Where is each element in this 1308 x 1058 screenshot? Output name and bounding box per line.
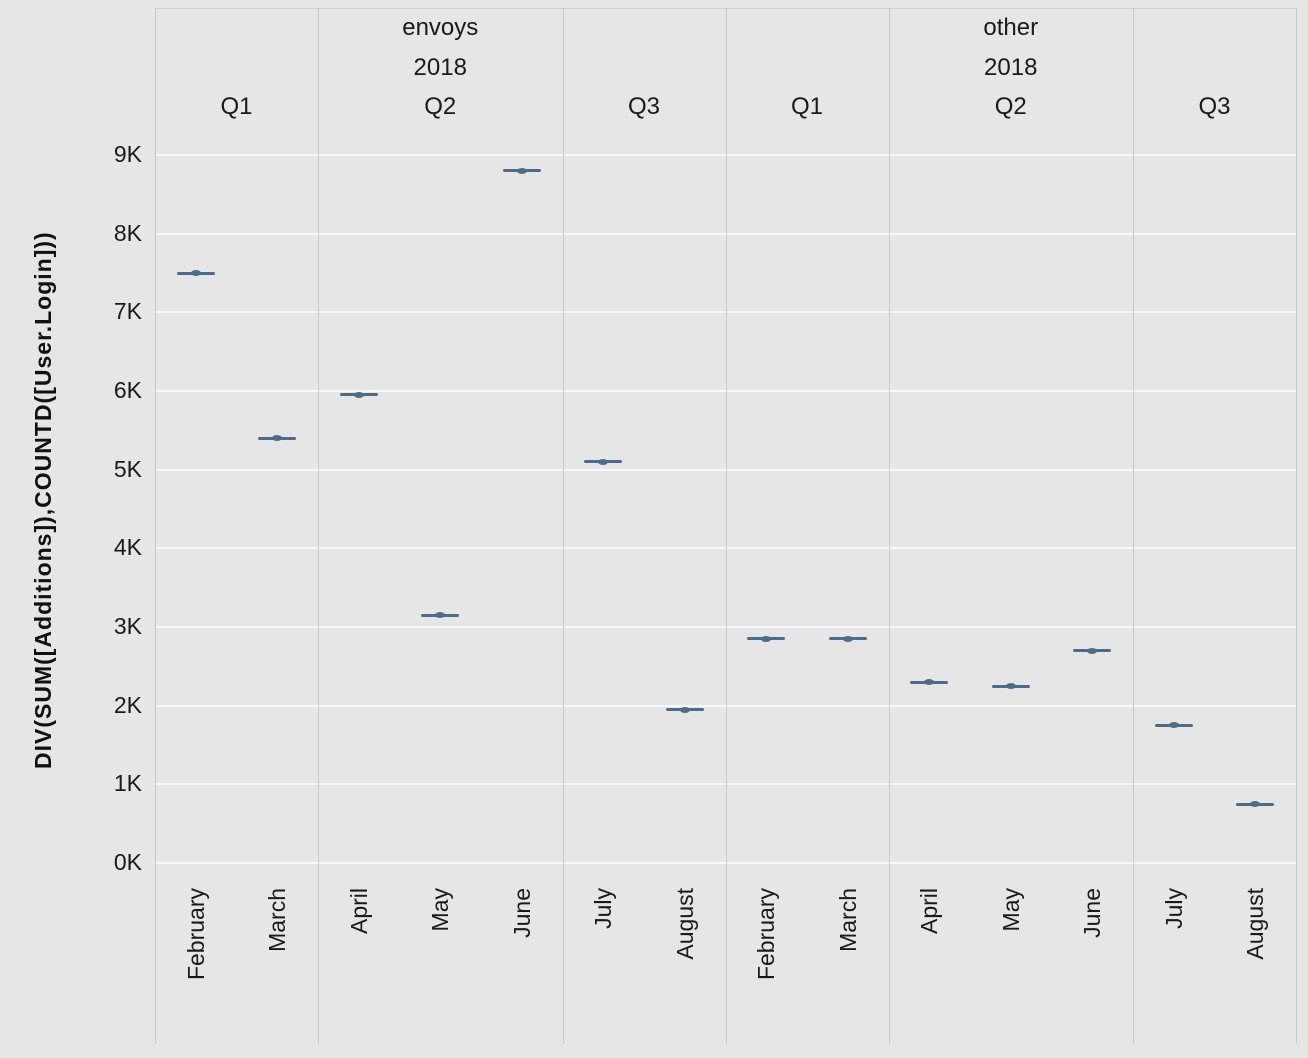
- y-tick-label: 4K: [113, 534, 142, 561]
- gantt-mark[interactable]: [1236, 802, 1275, 806]
- quarter-label[interactable]: Q3: [1198, 93, 1231, 120]
- y-tick-label: 2K: [113, 691, 142, 718]
- gantt-mark[interactable]: [502, 169, 541, 173]
- month-axis-label[interactable]: August: [671, 888, 698, 960]
- quarter-separator: [562, 8, 564, 1044]
- quarter-separator: [888, 8, 890, 1044]
- month-axis-label[interactable]: August: [1242, 888, 1269, 960]
- quarter-label[interactable]: Q3: [627, 93, 660, 120]
- gantt-mark[interactable]: [828, 637, 867, 641]
- y-tick-label: 9K: [113, 141, 142, 167]
- gantt-mark[interactable]: [665, 708, 704, 712]
- gantt-mark[interactable]: [1154, 723, 1193, 727]
- gantt-mark[interactable]: [421, 613, 460, 617]
- gantt-mark[interactable]: [747, 637, 786, 641]
- quarter-label[interactable]: Q2: [994, 93, 1027, 120]
- gantt-mark[interactable]: [339, 393, 378, 397]
- month-axis-label[interactable]: February: [182, 888, 209, 981]
- gantt-mark[interactable]: [176, 271, 215, 275]
- month-axis-label[interactable]: February: [753, 888, 780, 981]
- y-tick-label: 1K: [113, 770, 142, 797]
- gantt-mark[interactable]: [910, 680, 949, 684]
- y-tick-label: 3K: [113, 613, 142, 639]
- gantt-mark[interactable]: [258, 436, 297, 440]
- quarter-label[interactable]: Q1: [220, 93, 253, 120]
- quarter-separator: [155, 8, 156, 1044]
- gantt-mark[interactable]: [1073, 649, 1112, 653]
- gantt-mark[interactable]: [991, 684, 1030, 688]
- panel-year-label[interactable]: 2018: [984, 54, 1038, 81]
- month-axis-label[interactable]: May: [427, 888, 454, 932]
- y-tick-label: 0K: [113, 849, 142, 875]
- quarter-label[interactable]: Q2: [424, 93, 457, 120]
- y-tick-label: 7K: [113, 298, 142, 325]
- plot-right-border: [1296, 8, 1297, 1044]
- month-axis-label[interactable]: April: [345, 888, 372, 935]
- quarter-label[interactable]: Q1: [790, 93, 823, 120]
- quarter-separator: [1133, 8, 1134, 1044]
- month-axis-label[interactable]: March: [834, 888, 861, 952]
- month-axis-label[interactable]: July: [590, 888, 617, 929]
- month-axis-label[interactable]: March: [264, 888, 291, 952]
- panel-label[interactable]: other: [983, 14, 1039, 41]
- panel-year-label[interactable]: 2018: [413, 54, 467, 81]
- month-axis-label[interactable]: June: [508, 888, 535, 938]
- month-axis-label[interactable]: July: [1160, 888, 1187, 929]
- month-axis-label[interactable]: May: [997, 888, 1024, 932]
- y-tick-label: 8K: [113, 219, 142, 246]
- quarter-separator: [725, 8, 727, 1044]
- quarter-separator: [318, 8, 319, 1044]
- gantt-mark[interactable]: [584, 460, 623, 464]
- month-axis-label[interactable]: April: [916, 888, 943, 935]
- panel-label[interactable]: envoys: [402, 14, 479, 41]
- month-axis-label[interactable]: June: [1079, 888, 1106, 938]
- y-axis-title: DIV(SUM([Additions]),COUNTD([User.Login]…: [30, 231, 56, 770]
- y-tick-label: 5K: [113, 455, 142, 482]
- y-tick-label: 6K: [113, 377, 142, 403]
